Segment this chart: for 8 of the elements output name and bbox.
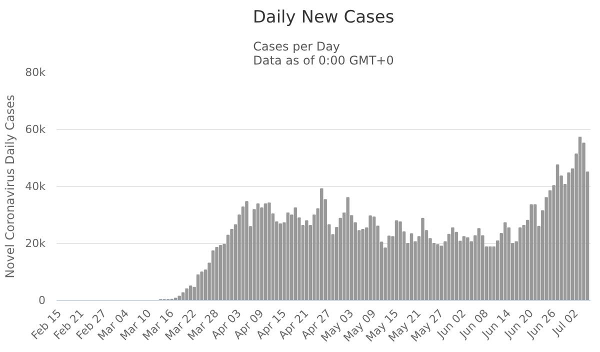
chart-subtitle: Cases per Day Data as of 0:00 GMT+0 [253,40,394,68]
chart-title: Daily New Cases [252,8,394,28]
y-tick-label: 80k [25,66,46,79]
y-tick-label: 0 [38,294,46,307]
y-axis-title: Novel Coronavirus Daily Cases [3,94,18,278]
y-tick-label: 60k [25,123,46,136]
y-tick-label: 20k [25,237,46,250]
y-tick-label: 40k [25,180,46,193]
